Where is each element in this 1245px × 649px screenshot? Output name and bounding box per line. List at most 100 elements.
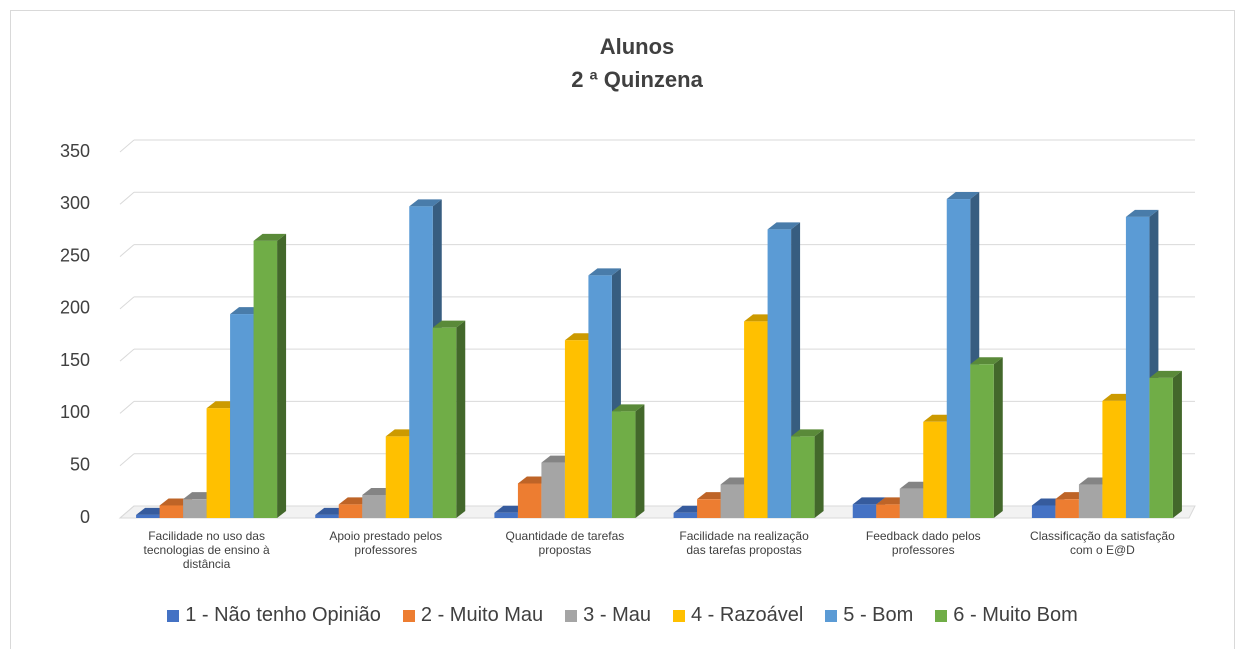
- bar-top: [852, 497, 886, 505]
- bar-side: [993, 357, 1003, 518]
- bar-side: [814, 429, 824, 518]
- legend-item: 6 - Muito Bom: [935, 604, 1078, 627]
- y-tick-label: 350: [60, 141, 90, 161]
- bar: [970, 364, 994, 518]
- legend-item: 1 - Não tenho Opinião: [167, 604, 381, 627]
- grid-line-slant: [119, 139, 135, 153]
- grid-line-slant: [119, 191, 135, 205]
- grid-line-slant: [119, 453, 135, 467]
- bar-side: [1172, 370, 1182, 518]
- legend-label: 6 - Muito Bom: [953, 604, 1078, 626]
- grid-line-slant: [119, 244, 135, 257]
- legend-item: 2 - Muito Mau: [402, 604, 544, 627]
- y-tick-label: 0: [80, 507, 90, 527]
- bar-top: [970, 357, 1003, 365]
- bar: [673, 512, 698, 518]
- bar: [136, 514, 160, 518]
- bar: [611, 411, 636, 518]
- y-tick-label: 150: [60, 350, 90, 370]
- y-tick-label: 100: [60, 402, 90, 422]
- bar: [362, 494, 386, 518]
- bar-top: [1125, 209, 1159, 217]
- x-tick-label: Facilidade no uso das tecnologias de ens…: [143, 529, 270, 571]
- legend-swatch: [935, 609, 948, 622]
- bar-side: [277, 233, 287, 518]
- bar: [315, 514, 339, 518]
- legend-swatch: [402, 609, 415, 622]
- bar: [791, 436, 815, 518]
- chart-title: Alunos: [600, 34, 675, 59]
- grid-line-slant: [119, 348, 135, 362]
- bar-top: [611, 404, 645, 412]
- legend-item: 5 - Bom: [825, 604, 913, 627]
- bar: [1031, 505, 1056, 518]
- bar: [899, 488, 924, 518]
- bar-top: [432, 320, 466, 328]
- legend-label: 5 - Bom: [843, 604, 914, 626]
- grid-line-slant: [119, 505, 135, 519]
- bar-top: [946, 192, 980, 200]
- bar: [1125, 216, 1150, 518]
- legend-item: 4 - Razoável: [672, 604, 804, 627]
- x-tick-label: Feedback dado pelos professores: [865, 529, 981, 557]
- bar: [253, 240, 278, 518]
- y-tick-label: 200: [60, 298, 90, 318]
- x-tick-label: Facilidade na realização das tarefas pro…: [679, 529, 809, 557]
- bar-top: [1149, 370, 1182, 378]
- bar: [720, 484, 745, 518]
- bar: [946, 199, 971, 519]
- bar: [1078, 484, 1103, 518]
- bar: [1055, 499, 1079, 518]
- bar: [432, 327, 457, 518]
- x-tick-label: Classificação da satisfação com o E@D: [1030, 529, 1175, 557]
- legend-swatch: [167, 609, 180, 622]
- bar: [517, 483, 542, 518]
- legend-label: 1 - Não tenho Opinião: [185, 604, 381, 626]
- bar: [767, 229, 792, 518]
- chart-border: [10, 10, 1235, 649]
- y-tick-label: 250: [60, 245, 90, 265]
- bar: [876, 504, 900, 518]
- bar: [588, 275, 612, 518]
- bar: [697, 499, 721, 518]
- bar: [923, 421, 947, 518]
- bar: [183, 499, 207, 518]
- bar: [744, 321, 768, 518]
- bar-top: [253, 233, 287, 241]
- bar: [852, 504, 877, 518]
- grid-line-slant: [119, 401, 135, 414]
- legend-swatch: [825, 609, 838, 622]
- bar: [1102, 400, 1126, 518]
- legend-label: 3 - Mau: [583, 604, 651, 626]
- legend-item: 3 - Mau: [565, 604, 651, 627]
- grid-line-slant: [119, 296, 135, 310]
- chart-subtitle: 2 ª Quinzena: [571, 67, 703, 92]
- bar: [159, 505, 184, 518]
- bar: [541, 462, 565, 518]
- legend-label: 2 - Muito Mau: [420, 604, 544, 626]
- legend-label: 4 - Razoável: [690, 604, 804, 626]
- bar: [494, 512, 518, 518]
- bar: [230, 314, 254, 518]
- bar-top: [791, 429, 824, 437]
- bar-top: [588, 268, 621, 276]
- legend-swatch: [565, 609, 578, 622]
- y-tick-label: 300: [60, 193, 90, 213]
- legend-swatch: [672, 609, 685, 622]
- bar: [385, 436, 410, 518]
- bar-top: [409, 199, 442, 207]
- bar-top: [767, 222, 801, 230]
- legend: 1 - Não tenho Opinião 2 - Muito Mau 3 - Ma…: [0, 604, 1245, 627]
- bar-side: [456, 320, 466, 518]
- y-tick-label: 50: [70, 454, 90, 474]
- x-tick-label: Apoio prestado pelos professores: [329, 529, 443, 557]
- bar: [564, 340, 589, 518]
- bar: [206, 408, 231, 518]
- bar-side: [635, 404, 645, 518]
- x-tick-label: Quantidade de tarefas propostas: [505, 529, 625, 557]
- bar: [338, 504, 363, 518]
- bar: [1149, 377, 1173, 518]
- bar: [409, 206, 433, 518]
